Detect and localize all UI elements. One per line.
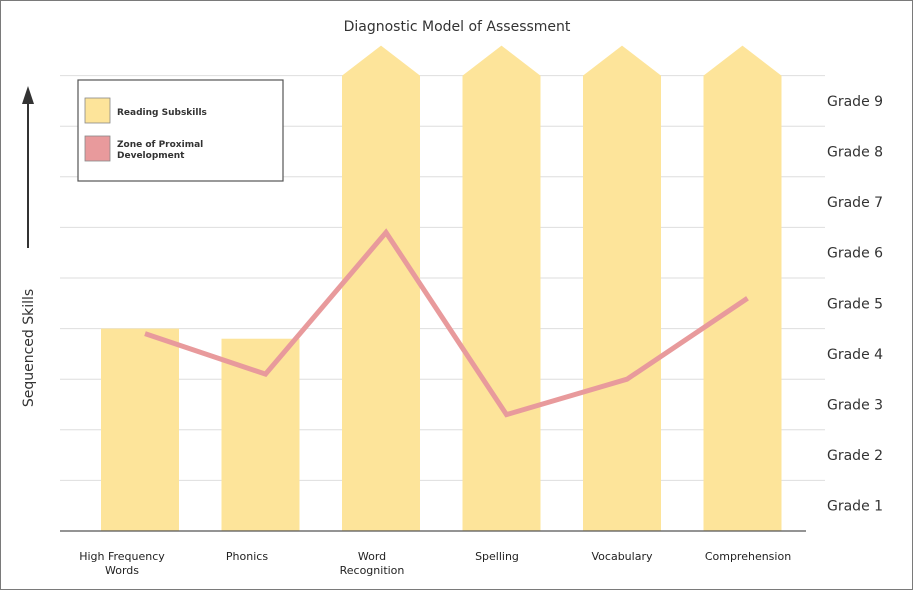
bar-arrow [703, 45, 782, 531]
legend-label-reading-subskills: Reading Subskills [117, 108, 207, 118]
grade-label: Grade 5 [827, 296, 883, 312]
grade-label: Grade 4 [827, 347, 883, 363]
legend-label-zpd: Zone of Proximal Development [117, 140, 206, 161]
legend-box [77, 79, 284, 182]
chart-title: Diagnostic Model of Assessment [344, 19, 571, 35]
grade-label: Grade 6 [827, 246, 883, 262]
grade-label: Grade 7 [827, 195, 883, 211]
category-label: Vocabulary [592, 550, 653, 563]
grade-label: Grade 2 [827, 448, 883, 464]
legend-swatch-reading-subskills [84, 97, 111, 124]
bar-arrow [462, 45, 541, 531]
legend-swatch-zpd [84, 135, 111, 162]
category-label: Phonics [226, 550, 268, 563]
y-axis-label: Sequenced Skills [21, 289, 37, 407]
grade-label: Grade 9 [827, 94, 883, 110]
bar [221, 338, 300, 531]
category-label: Word Recognition [340, 550, 405, 577]
y-axis-arrow-head [22, 86, 34, 104]
grade-label: Grade 8 [827, 145, 883, 161]
bar-arrow [342, 45, 420, 531]
grid [60, 75, 825, 481]
legend: Reading Subskills Zone of Proximal Devel… [77, 79, 284, 182]
zpd-line-group [144, 228, 749, 418]
category-label: Spelling [475, 550, 519, 563]
grade-label: Grade 3 [827, 398, 883, 414]
category-labels: High Frequency Words Phonics Word Recognitio… [79, 550, 791, 577]
grade-label: Grade 1 [827, 499, 883, 515]
zpd-line [144, 228, 749, 418]
bar [101, 328, 179, 531]
category-label: High Frequency Words [79, 550, 165, 577]
grade-labels: Grade 1 Grade 2 Grade 3 Grade 4 Grade 5 Grade… [827, 94, 883, 515]
bar-arrow [583, 45, 661, 531]
category-label: Comprehension [705, 550, 791, 563]
